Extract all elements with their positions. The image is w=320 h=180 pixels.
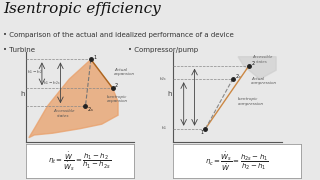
X-axis label: s: s	[225, 144, 229, 150]
Text: Accessible
states: Accessible states	[53, 109, 75, 118]
Text: $h_1$: $h_1$	[161, 125, 167, 132]
Text: Accessible
states: Accessible states	[252, 55, 272, 64]
Text: $1$: $1$	[92, 53, 97, 60]
Text: Isentropic
compression: Isentropic compression	[238, 97, 264, 106]
Text: $h_1-h_{2s}$: $h_1-h_{2s}$	[43, 79, 60, 87]
Text: $h_1-h_2$: $h_1-h_2$	[27, 68, 43, 76]
Text: • Compressor/pump: • Compressor/pump	[128, 47, 198, 53]
Y-axis label: h: h	[20, 91, 25, 97]
Text: Actual
expansion: Actual expansion	[114, 68, 135, 76]
Text: $1$: $1$	[200, 128, 204, 136]
Text: Isentropic efficiency: Isentropic efficiency	[3, 2, 161, 16]
Text: $2_s$: $2_s$	[235, 72, 242, 81]
X-axis label: s: s	[78, 144, 82, 150]
Text: $\eta_t = \dfrac{\dot{W}}{\dot{W}_s} = \dfrac{h_1 - h_2}{h_1 - h_{2s}}$: $\eta_t = \dfrac{\dot{W}}{\dot{W}_s} = \…	[49, 150, 111, 173]
Text: $2$: $2$	[114, 81, 119, 89]
Text: Actual
compression: Actual compression	[251, 77, 277, 85]
Text: $h_{2s}$: $h_{2s}$	[159, 75, 167, 83]
Y-axis label: h: h	[168, 91, 172, 97]
Polygon shape	[29, 59, 118, 138]
Text: $2$: $2$	[251, 59, 256, 67]
Text: • Comparison of the actual and idealized performance of a device: • Comparison of the actual and idealized…	[3, 32, 234, 38]
Text: $2_s$: $2_s$	[87, 105, 94, 114]
Text: Isentropic
expansion: Isentropic expansion	[107, 95, 128, 103]
Text: • Turbine: • Turbine	[3, 47, 35, 53]
Text: $\eta_c = \dfrac{\dot{W}_s}{\dot{W}} = \dfrac{h_{2s} - h_1}{h_2 - h_1}$: $\eta_c = \dfrac{\dot{W}_s}{\dot{W}} = \…	[205, 150, 269, 173]
Polygon shape	[238, 57, 276, 79]
